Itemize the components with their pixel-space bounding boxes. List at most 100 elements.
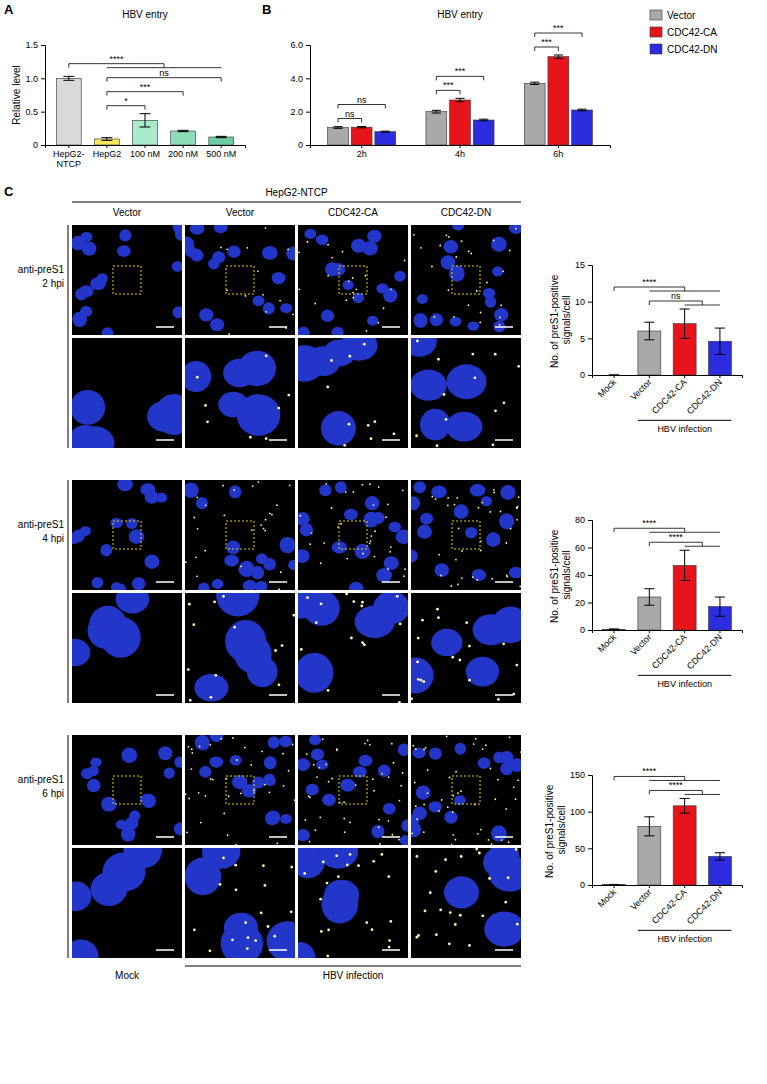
signal-dot (290, 910, 293, 913)
plot-marks (56, 76, 233, 145)
significance-label: *** (553, 23, 564, 33)
nucleus (142, 794, 156, 808)
scale-bar (495, 326, 513, 328)
nucleus (174, 822, 182, 835)
signal-dot (185, 561, 187, 563)
signal-dot (517, 365, 520, 368)
scale-bar (156, 439, 174, 441)
nucleus (255, 581, 267, 590)
nucleus (280, 814, 292, 824)
signal-dot (457, 792, 459, 794)
significance-label: ns (159, 68, 169, 78)
y-tick: 0 (580, 880, 592, 890)
image-header: HepG2-NTCP (265, 187, 328, 198)
signal-dot (488, 877, 491, 880)
image-content (185, 735, 295, 845)
nucleus (411, 369, 447, 400)
signal-dot (323, 542, 325, 544)
signal-dot (188, 603, 191, 606)
y-tick-mark (588, 338, 592, 339)
micrograph (284, 834, 408, 971)
nucleus (267, 921, 295, 958)
signal-dot (438, 810, 440, 812)
signal-dot (474, 376, 477, 379)
signal-dot (490, 768, 492, 770)
y-tick-label: 10 (575, 297, 585, 307)
signal-dot (416, 340, 419, 343)
signal-dot (220, 738, 222, 740)
nucleus (279, 736, 292, 748)
signal-dot (344, 831, 346, 833)
image-content (298, 338, 395, 447)
row-line (68, 480, 69, 703)
image-content (185, 225, 295, 335)
signal-dot (448, 942, 451, 945)
signal-dot (383, 307, 385, 309)
signal-dot (385, 516, 387, 518)
scale-bar (382, 694, 400, 696)
row-stain: anti-preS1 (18, 774, 65, 785)
signal-dot (254, 939, 257, 942)
signal-dot (345, 299, 347, 301)
bar (548, 57, 569, 145)
legend: VectorCDC42-CACDC42-DN (650, 10, 718, 55)
bar (603, 884, 626, 885)
legend-label: CDC42-DN (667, 44, 718, 55)
signal-dot (191, 768, 193, 770)
micrograph (279, 575, 410, 703)
x-axis-line (593, 631, 743, 634)
x-tick-mark (221, 145, 222, 148)
signal-dot (378, 826, 380, 828)
signal-dot (520, 751, 521, 753)
y-tick: 1.0 (25, 74, 45, 84)
signal-dot (507, 876, 510, 879)
y-tick: 5 (580, 334, 592, 344)
signal-dot (492, 443, 495, 446)
nucleus (229, 485, 241, 498)
y-tick-label: 1.0 (25, 74, 38, 84)
panel-letter: A (4, 2, 14, 17)
signal-dot (378, 819, 380, 821)
footer-infected: HBV infection (323, 970, 384, 981)
signal-dot (449, 777, 451, 779)
zoom-box (113, 266, 141, 294)
nucleus (129, 810, 140, 821)
x-tick-label: Mock (596, 887, 619, 910)
signal-dot (473, 743, 475, 745)
signal-dot (361, 484, 363, 486)
signal-dot (497, 698, 500, 701)
signal-dot (265, 311, 267, 313)
signal-dot (388, 946, 391, 949)
nucleus (340, 779, 355, 792)
micrograph (67, 478, 182, 596)
image-background (185, 338, 295, 448)
x-tick-mark (68, 145, 69, 148)
signal-dot (449, 911, 452, 914)
nucleus (431, 486, 447, 499)
signal-dot (281, 644, 284, 647)
signal-dot (455, 839, 457, 841)
signal-dot (388, 939, 391, 942)
error-bar (609, 628, 619, 630)
signal-dot (340, 523, 342, 525)
signal-dot (346, 558, 348, 560)
x-tick-label: Mock (596, 377, 619, 400)
signal-dot (191, 752, 193, 754)
x-tick-mark (106, 145, 107, 148)
significance-label: **** (669, 532, 684, 542)
y-tick-label: 15 (575, 260, 585, 270)
signal-dot (516, 519, 518, 521)
y-tick-label: 50 (575, 844, 585, 854)
signal-dot (327, 689, 330, 692)
signal-dot (450, 585, 452, 587)
nucleus (430, 313, 443, 326)
y-tick: 6.0 (290, 40, 310, 50)
y-tick-label: 100 (570, 807, 585, 817)
signal-dot (396, 595, 399, 598)
signal-dot (200, 822, 202, 824)
x-tick-label: 100 nM (130, 149, 160, 159)
signal-dot (509, 250, 511, 252)
error-bar (479, 119, 488, 121)
chart: 02.04.06.02h4h6hHBV entryBVectorCDC42-CA… (262, 2, 718, 159)
scale-bar (269, 694, 287, 696)
